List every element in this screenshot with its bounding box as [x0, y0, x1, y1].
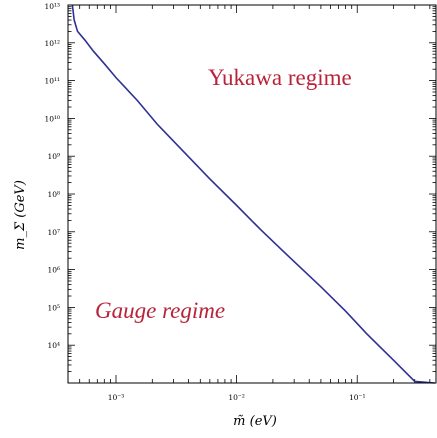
ticks-layer [67, 5, 436, 384]
tick-labels-layer: 10⁴ 10⁵ 10⁶ 10⁷ 10⁸ 10⁹ 10¹⁰ 10¹¹ 10¹² 10¹³ 10⁻³ 10… [44, 2, 365, 402]
y-tick-label: 10⁹ [47, 152, 60, 161]
x-tick-label: 10⁻³ [108, 393, 125, 402]
y-tick-label: 10⁴ [47, 341, 60, 350]
annotation-gauge-regime: Gauge regime [95, 298, 225, 323]
y-tick-label: 10⁵ [47, 303, 60, 312]
y-tick-label: 10⁶ [47, 266, 60, 275]
x-axis-label: m̃ (eV) [233, 414, 277, 429]
y-axis-label: m_Σ (GeV) [13, 180, 28, 250]
y-tick-label: 10¹¹ [44, 77, 60, 86]
x-tick-label: 10⁻² [228, 393, 245, 402]
y-tick-label: 10¹³ [44, 2, 60, 11]
x-tick-label: 10⁻¹ [349, 393, 366, 402]
plot-frame [67, 4, 437, 384]
y-tick-label: 10⁸ [47, 190, 60, 199]
y-tick-label: 10⁷ [47, 228, 60, 237]
y-tick-label: 10¹⁰ [44, 114, 60, 123]
y-tick-label: 10¹² [44, 39, 60, 48]
annotation-yukawa-regime: Yukawa regime [208, 65, 352, 90]
series-line [71, 4, 435, 384]
